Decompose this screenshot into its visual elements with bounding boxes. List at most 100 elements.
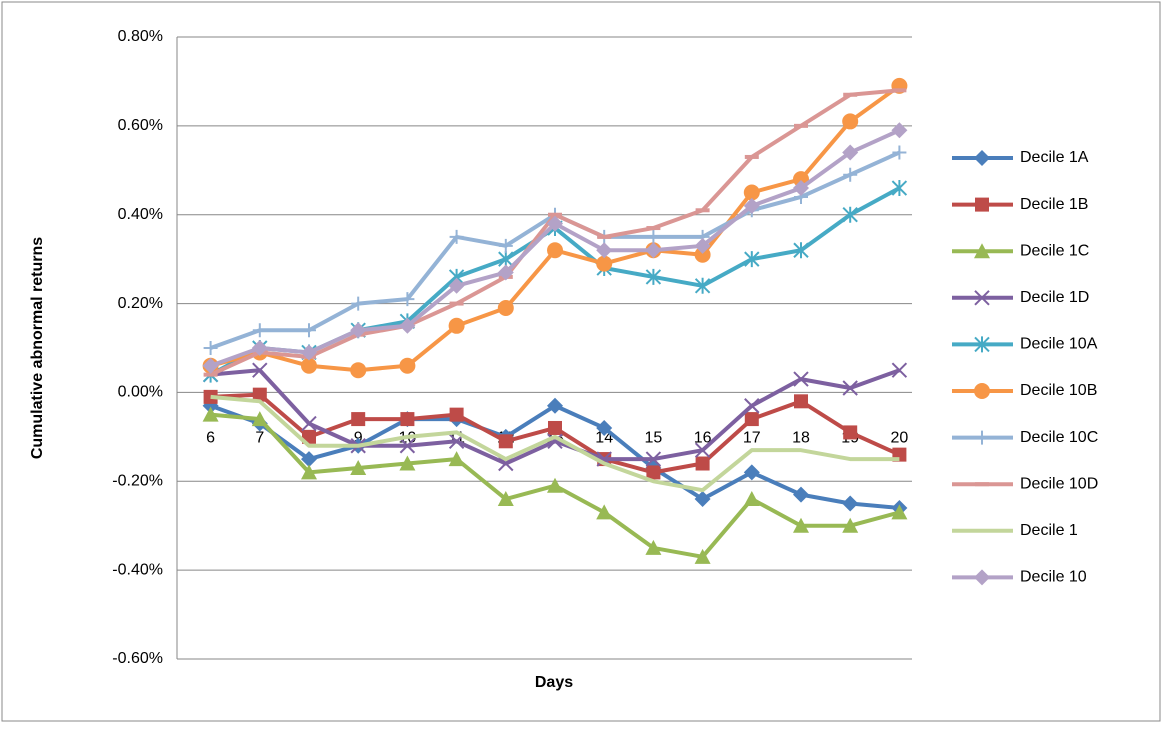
legend-label: Decile 1A <box>1020 149 1089 166</box>
legend-label: Decile 1D <box>1020 289 1089 306</box>
data-point <box>842 113 859 130</box>
data-point <box>448 277 465 294</box>
data-point <box>202 406 219 422</box>
y-tick-label: 0.00% <box>118 384 163 401</box>
x-tick-label: 15 <box>645 430 663 447</box>
legend-marker <box>974 569 990 586</box>
data-point <box>351 296 366 311</box>
x-tick-label: 18 <box>792 430 810 447</box>
data-point <box>548 420 562 435</box>
y-axis-title: Cumulative abnormal returns <box>29 237 46 459</box>
data-point <box>448 451 465 467</box>
data-point <box>400 412 415 427</box>
legend-marker <box>974 336 990 353</box>
data-point <box>793 517 809 533</box>
data-point <box>843 425 858 440</box>
legend-marker <box>974 150 990 166</box>
data-point <box>497 264 514 281</box>
data-point <box>645 451 662 467</box>
data-point <box>547 397 563 414</box>
legend-label: Decile 1 <box>1020 522 1078 539</box>
data-point <box>596 419 613 436</box>
x-tick-label: 7 <box>255 430 264 447</box>
x-tick-label: 20 <box>891 430 909 447</box>
legend-marker <box>975 197 989 212</box>
data-point <box>301 415 317 432</box>
data-point <box>842 495 859 512</box>
data-point <box>203 341 218 355</box>
data-point <box>596 255 613 272</box>
data-point <box>449 407 464 422</box>
legend-label: Decile 10A <box>1020 336 1098 353</box>
data-point <box>842 517 859 533</box>
data-point <box>794 394 808 409</box>
data-point <box>400 292 415 307</box>
legend-marker <box>975 430 989 445</box>
data-point <box>743 491 760 507</box>
data-point <box>646 229 661 244</box>
x-tick-label: 16 <box>694 430 712 447</box>
data-point <box>350 322 367 339</box>
data-point <box>843 167 858 182</box>
data-point <box>891 362 908 378</box>
data-point <box>793 180 809 197</box>
y-tick-label: 0.40% <box>118 206 163 223</box>
data-point <box>399 455 416 471</box>
legend-label: Decile 10D <box>1020 475 1098 492</box>
data-point <box>350 362 367 379</box>
data-point <box>497 300 514 317</box>
y-tick-label: 0.60% <box>118 117 163 134</box>
data-point <box>694 246 711 263</box>
data-point <box>302 323 316 338</box>
data-point <box>646 465 661 480</box>
y-tick-label: -0.20% <box>112 473 163 490</box>
data-point <box>842 206 858 223</box>
y-tick-label: -0.60% <box>112 650 163 667</box>
data-point <box>891 122 908 139</box>
data-point <box>202 357 219 374</box>
data-point <box>301 451 317 468</box>
data-point <box>547 215 563 232</box>
data-point <box>498 434 513 449</box>
data-point <box>301 357 317 374</box>
data-point <box>448 317 465 334</box>
data-point <box>743 197 760 214</box>
data-point <box>793 242 809 259</box>
data-point <box>252 387 267 402</box>
y-tick-label: -0.40% <box>112 561 163 578</box>
data-point <box>301 464 317 480</box>
data-point <box>694 277 711 294</box>
data-point <box>399 438 416 454</box>
data-point <box>793 486 809 503</box>
legend-label: Decile 10C <box>1020 429 1098 446</box>
data-point <box>399 357 416 374</box>
data-point <box>694 491 711 508</box>
data-point <box>645 539 662 555</box>
legend-label: Decile 10 <box>1020 569 1087 586</box>
data-point <box>498 238 513 253</box>
data-point <box>793 371 809 387</box>
data-point <box>252 323 267 338</box>
y-tick-label: 0.20% <box>118 295 163 312</box>
data-point <box>891 180 908 197</box>
legend-marker <box>974 383 990 399</box>
data-point <box>596 242 613 259</box>
data-point <box>743 464 760 481</box>
data-point <box>547 242 563 259</box>
x-tick-label: 6 <box>206 430 215 447</box>
legend-label: Decile 1B <box>1020 196 1088 213</box>
data-point <box>596 504 613 520</box>
data-point <box>351 412 366 427</box>
data-point <box>497 491 514 507</box>
data-point <box>301 344 317 361</box>
data-point <box>252 362 268 378</box>
data-point <box>694 442 711 458</box>
data-point <box>744 251 760 268</box>
data-point <box>694 237 711 254</box>
data-point <box>251 340 268 356</box>
legend-marker <box>974 243 990 259</box>
series-line <box>210 394 900 493</box>
data-point <box>695 456 710 471</box>
data-point <box>743 184 760 201</box>
